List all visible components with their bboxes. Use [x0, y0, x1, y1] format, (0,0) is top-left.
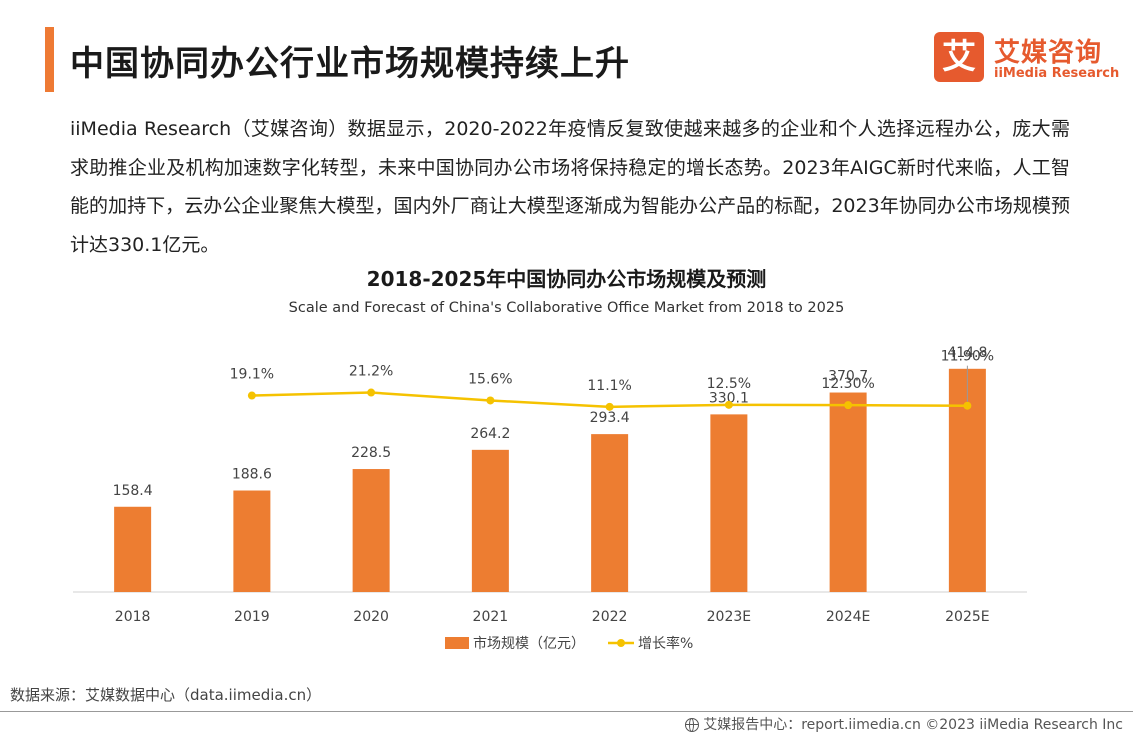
- x-tick-2025E: 2025E: [945, 609, 989, 625]
- intro-paragraph: iiMedia Research（艾媒咨询）数据显示，2020-2022年疫情反…: [70, 118, 1070, 256]
- bar-label-2021: 264.2: [470, 426, 510, 442]
- page-title: 中国协同办公行业市场规模持续上升: [70, 44, 630, 84]
- growth-label-2023E: 12.5%: [707, 376, 751, 392]
- bar-2020: [352, 469, 390, 592]
- growth-point-2019: [247, 391, 256, 400]
- growth-label-2025E: 11.90%: [941, 349, 994, 365]
- bar-2021: [471, 449, 509, 592]
- bar-label-2019: 188.6: [232, 467, 272, 483]
- bar-label-2020: 228.5: [351, 445, 391, 461]
- chart-subtitle: Scale and Forecast of China's Collaborat…: [288, 300, 845, 316]
- growth-label-2022: 11.1%: [587, 378, 631, 394]
- footer-text: 艾媒报告中心：report.iimedia.cn ©2023 iiMedia R…: [703, 717, 1123, 733]
- footer-divider: [0, 711, 1133, 712]
- x-tick-2019: 2019: [234, 609, 270, 625]
- chart-title: 2018-2025年中国协同办公市场规模及预测: [366, 267, 767, 291]
- logo-mark: 艾: [934, 32, 984, 82]
- x-tick-2022: 2022: [592, 609, 628, 625]
- growth-point-2024E: [844, 401, 853, 410]
- bar-2022: [591, 434, 629, 592]
- bar-2018: [114, 506, 152, 592]
- legend-line-marker: [617, 639, 625, 647]
- growth-label-2020: 21.2%: [349, 364, 393, 380]
- logo-en-text: iiMedia Research: [994, 66, 1120, 81]
- growth-label-2024E: 12.30%: [821, 376, 874, 392]
- bar-2019: [233, 490, 271, 592]
- growth-label-2019: 19.1%: [230, 367, 274, 383]
- source-note: 数据来源：艾媒数据中心（data.iimedia.cn）: [10, 686, 322, 704]
- logo-cn-text: 艾媒咨询: [994, 38, 1103, 68]
- title-accent-bar: [45, 27, 54, 92]
- x-tick-2024E: 2024E: [826, 609, 870, 625]
- footer: 艾媒报告中心：report.iimedia.cn ©2023 iiMedia R…: [685, 714, 1123, 734]
- legend-line-label: 增长率%: [638, 635, 693, 652]
- x-tick-2023E: 2023E: [707, 609, 751, 625]
- x-tick-2020: 2020: [353, 609, 389, 625]
- bar-2023E: [710, 414, 748, 592]
- legend-bar-swatch: [445, 637, 469, 649]
- x-tick-2018: 2018: [115, 609, 151, 625]
- market-size-chart: 158.4 188.6 228.5 264.2 293.4 330.1 370.7 414.8…: [73, 345, 1027, 652]
- growth-label-2021: 15.6%: [468, 371, 512, 387]
- bar-label-2024E: 370.7: [828, 369, 868, 385]
- growth-point-2025E: [963, 401, 972, 410]
- legend-bar-label: 市场规模（亿元）: [473, 635, 585, 652]
- growth-point-2020: [367, 388, 376, 397]
- bar-label-2023E: 330.1: [709, 390, 749, 406]
- bar-label-2025E: 414.8: [947, 345, 987, 361]
- growth-point-2022: [605, 402, 614, 411]
- bar-label-2022: 293.4: [590, 410, 630, 426]
- growth-point-2021: [486, 396, 495, 405]
- x-tick-2021: 2021: [473, 609, 509, 625]
- bar-label-2018: 158.4: [113, 483, 153, 499]
- iimedia-logo: 艾 艾媒咨询 iiMedia Research: [930, 30, 1120, 86]
- bar-2024E: [829, 392, 867, 592]
- growth-point-2023E: [724, 400, 733, 409]
- globe-icon: [685, 717, 700, 732]
